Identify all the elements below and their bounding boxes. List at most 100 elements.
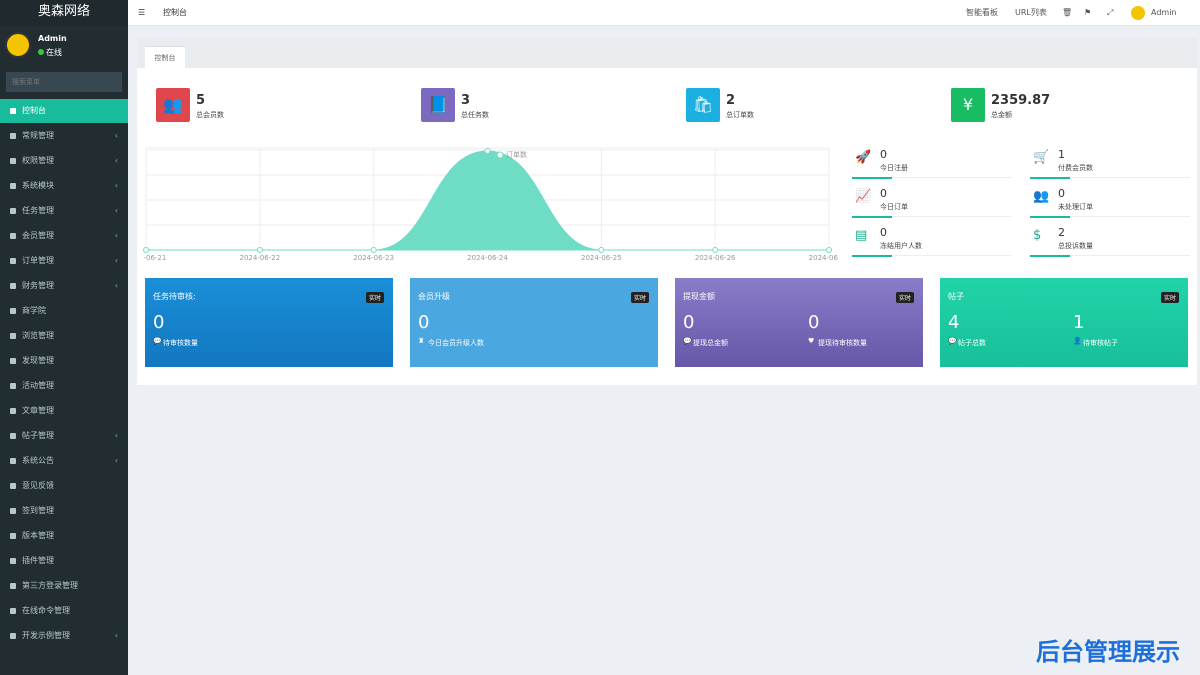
- card-label: 待审核帖子: [1083, 339, 1118, 347]
- stat-icon: ¥: [951, 88, 985, 122]
- card-title: 帖子: [948, 292, 964, 301]
- icon-button[interactable]: 🗑: [1062, 8, 1073, 17]
- mini-value: 0: [880, 187, 887, 200]
- menu-item[interactable]: 浏览管理: [0, 324, 128, 348]
- mini-divider: [1070, 216, 1190, 217]
- mini-icon: ▤: [855, 228, 868, 243]
- stat-label: 总订单数: [726, 111, 754, 119]
- menu-item[interactable]: 开发示例管理: [0, 624, 128, 648]
- card-value: 0: [808, 312, 820, 333]
- stat-label: 总会员数: [196, 111, 224, 119]
- mini-label: 未处理订单: [1058, 203, 1093, 211]
- sidebar: 奥森网络 Admin 在线 搜索菜单 控制台常规管理权限管理系统模块任务管理会员…: [0, 0, 128, 675]
- user-status: 在线: [38, 47, 62, 58]
- stat-card: 任务待审核: 实时 0 待审核数量 💬: [145, 278, 393, 367]
- point: [712, 247, 719, 253]
- card-value: 0: [418, 312, 430, 333]
- point: [143, 247, 149, 253]
- menu-item[interactable]: 帖子管理: [0, 424, 128, 448]
- menu-item[interactable]: 权限管理: [0, 149, 128, 173]
- stat-card: 帖子 实时 4 帖子总数 💬 1 待审核帖子 👤: [940, 278, 1188, 367]
- brand[interactable]: 奥森网络: [0, 0, 128, 26]
- stat-value: 5: [196, 93, 206, 108]
- x-tick-label: 2024-06-22: [239, 254, 280, 262]
- x-tick-label: 2024-06-27: [809, 254, 838, 262]
- card-title: 任务待审核:: [153, 292, 196, 301]
- page-tab[interactable]: 控制台: [145, 46, 185, 68]
- mini-icon: 👥: [1033, 189, 1050, 204]
- menu-item[interactable]: 系统公告: [0, 449, 128, 473]
- top-link[interactable]: URL列表: [1015, 8, 1047, 17]
- mini-line: [1030, 216, 1070, 218]
- menu-item[interactable]: 财务管理: [0, 274, 128, 298]
- mini-value: 0: [880, 226, 887, 239]
- card-label-icon: 💬: [683, 337, 692, 345]
- point: [826, 247, 832, 253]
- menu-item[interactable]: 在线命令管理: [0, 599, 128, 623]
- stat-label: 总任务数: [461, 111, 489, 119]
- menu-item[interactable]: 签到管理: [0, 499, 128, 523]
- menu-item[interactable]: 控制台: [0, 99, 128, 123]
- icon-button[interactable]: ⚑: [1084, 8, 1092, 17]
- card-badge: 实时: [1160, 292, 1179, 303]
- stat-value: 2359.87: [991, 93, 1051, 108]
- top-link[interactable]: 智能看板: [966, 8, 998, 17]
- mini-line: [1030, 255, 1070, 257]
- mini-label: 今日订单: [880, 203, 908, 211]
- tab-bar: [137, 38, 1197, 68]
- point: [256, 247, 263, 253]
- stat-card: 会员升级 实时 0 今日会员升级人数 ♜: [410, 278, 658, 367]
- card-label-icon: ♜: [418, 337, 425, 345]
- menu-item[interactable]: 插件管理: [0, 549, 128, 573]
- mini-icon: $: [1033, 228, 1042, 243]
- menu-item[interactable]: 发现管理: [0, 349, 128, 373]
- card-label: 提现总金额: [693, 339, 728, 347]
- topbar: ☰ 控制台 智能看板 URL列表 🗑 ⚑ ⤢ Admin: [128, 0, 1200, 26]
- mini-value: 2: [1058, 226, 1065, 239]
- card-label-icon: 💬: [948, 337, 957, 345]
- avatar: [5, 32, 31, 58]
- menu-item[interactable]: 活动管理: [0, 374, 128, 398]
- search-input[interactable]: 搜索菜单: [6, 72, 122, 92]
- user-avatar[interactable]: [1131, 6, 1145, 20]
- menu-item[interactable]: 版本管理: [0, 524, 128, 548]
- watermark: 后台管理展示: [1036, 638, 1180, 666]
- card-title: 提现金额: [683, 292, 715, 301]
- card-label: 今日会员升级人数: [428, 339, 484, 347]
- stat-value: 3: [461, 93, 471, 108]
- legend-swatch: [496, 151, 504, 159]
- menu-item[interactable]: 意见反馈: [0, 474, 128, 498]
- top-user[interactable]: Admin: [1151, 8, 1177, 17]
- card-value: 0: [153, 312, 165, 333]
- point: [598, 247, 605, 253]
- card-label-icon: 💬: [153, 337, 162, 345]
- stat-value: 2: [726, 93, 736, 108]
- icon-button[interactable]: ⤢: [1107, 8, 1114, 17]
- menu-item[interactable]: 会员管理: [0, 224, 128, 248]
- mini-label: 总投诉数量: [1058, 242, 1093, 250]
- menu-item[interactable]: 任务管理: [0, 199, 128, 223]
- menu-item[interactable]: 系统模块: [0, 174, 128, 198]
- mini-value: 0: [880, 148, 887, 161]
- menu-toggle[interactable]: ☰: [138, 8, 146, 17]
- menu-item[interactable]: 订单管理: [0, 249, 128, 273]
- menu-item[interactable]: 文章管理: [0, 399, 128, 423]
- mini-icon: 🛒: [1033, 150, 1050, 165]
- card-value: 0: [683, 312, 695, 333]
- x-tick-label: 2024-06-24: [467, 254, 508, 262]
- menu-item[interactable]: 常规管理: [0, 124, 128, 148]
- card-badge: 实时: [895, 292, 914, 303]
- menu-item[interactable]: 第三方登录管理: [0, 574, 128, 598]
- stat-icon: 👥: [156, 88, 190, 122]
- card-value: 4: [948, 312, 960, 333]
- mini-value: 0: [1058, 187, 1065, 200]
- mini-divider: [892, 177, 1012, 178]
- top-tab[interactable]: 控制台: [163, 8, 187, 17]
- mini-line: [852, 216, 892, 218]
- menu-item[interactable]: 商学院: [0, 299, 128, 323]
- mini-line: [852, 255, 892, 257]
- stat-icon: 📘: [421, 88, 455, 122]
- stat-card: 提现金额 实时 0 提现总金额 💬 0 提现待审核数量 ♥: [675, 278, 923, 367]
- x-tick-label: 2024-06-26: [695, 254, 736, 262]
